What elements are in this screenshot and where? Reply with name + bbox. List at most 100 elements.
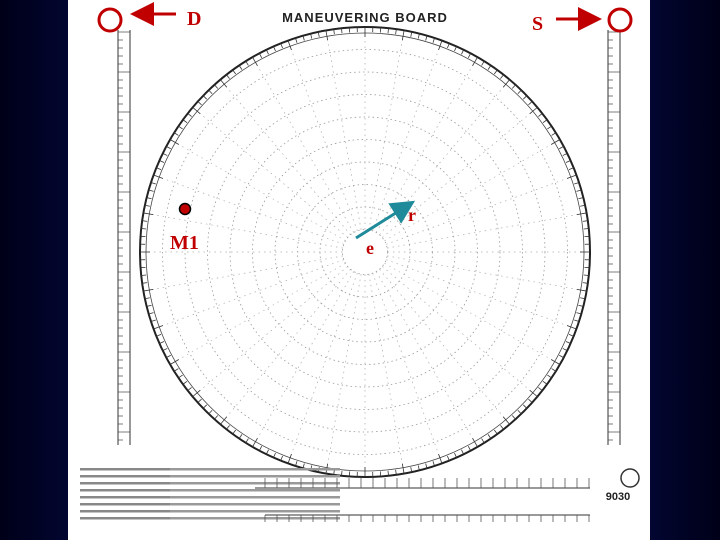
degree-tick — [287, 40, 292, 51]
degree-tick — [522, 95, 528, 100]
degree-tick — [417, 465, 420, 471]
degree-tick — [542, 380, 548, 385]
degree-tick — [208, 409, 213, 415]
degree-tick — [461, 449, 464, 455]
degree-tick — [202, 95, 208, 100]
degree-tick — [432, 461, 435, 467]
degree-tick — [583, 274, 589, 276]
degree-tick — [166, 354, 171, 358]
range-ring — [207, 94, 523, 410]
degree-tick — [550, 359, 561, 365]
note-line — [170, 503, 340, 506]
degree-tick — [559, 146, 564, 150]
note-line — [170, 489, 340, 492]
degree-tick — [150, 319, 156, 322]
degree-tick — [387, 470, 389, 476]
degree-tick — [576, 288, 587, 292]
note-line — [80, 468, 250, 471]
degree-tick — [214, 84, 219, 89]
degree-tick — [159, 341, 165, 344]
degree-tick — [576, 212, 587, 216]
degree-tick — [395, 29, 397, 35]
degree-tick — [187, 113, 192, 117]
polar-grid — [139, 26, 591, 478]
degree-tick — [166, 146, 171, 150]
degree-tick — [173, 368, 179, 372]
degree-tick — [487, 434, 492, 439]
degree-tick — [522, 404, 528, 409]
footer-notes — [80, 468, 590, 522]
degree-tick — [500, 74, 504, 79]
degree-tick — [481, 60, 485, 66]
degree-tick — [143, 212, 154, 216]
board-sheet — [68, 0, 650, 540]
degree-tick — [568, 167, 574, 170]
degree-tick — [141, 274, 147, 276]
label-s: S — [532, 13, 543, 35]
degree-tick — [447, 43, 450, 49]
degree-tick — [401, 30, 405, 41]
note-line — [170, 496, 340, 499]
degree-tick — [273, 46, 276, 52]
degree-tick — [144, 297, 150, 300]
note-line — [170, 475, 340, 478]
degree-tick — [528, 398, 533, 403]
degree-tick — [454, 46, 457, 52]
degree-tick — [438, 453, 443, 464]
note-line — [80, 482, 250, 485]
degree-tick — [178, 374, 183, 379]
degree-tick — [551, 132, 557, 136]
degree-tick — [173, 132, 179, 136]
degree-tick — [333, 469, 335, 475]
degree-tick — [317, 31, 320, 37]
seal — [620, 468, 640, 488]
degree-tick — [202, 404, 208, 409]
degree-tick — [529, 107, 538, 115]
degree-tick — [487, 65, 492, 70]
degree-tick — [146, 304, 152, 307]
degree-tick — [159, 160, 165, 163]
degree-tick — [502, 416, 510, 425]
degree-tick — [517, 409, 522, 415]
degree-tick — [259, 446, 263, 451]
label-r: r — [408, 205, 416, 225]
degree-tick — [226, 425, 230, 430]
degree-tick — [425, 35, 428, 41]
degree-tick — [550, 139, 561, 145]
degree-tick — [576, 312, 582, 315]
note-line — [80, 475, 250, 478]
range-ring — [229, 116, 501, 388]
degree-tick — [226, 74, 230, 79]
degree-tick — [162, 153, 168, 156]
degree-tick — [232, 429, 237, 435]
degree-tick — [562, 348, 568, 351]
degree-tick — [187, 387, 192, 391]
note-line — [80, 496, 250, 499]
degree-tick — [220, 79, 228, 88]
degree-tick — [169, 139, 180, 145]
degree-tick — [582, 220, 588, 222]
degree-tick — [245, 60, 249, 66]
degree-tick — [182, 380, 188, 385]
degree-tick — [574, 182, 580, 185]
degree-tick — [156, 167, 162, 170]
degree-tick — [146, 197, 152, 200]
degree-tick — [142, 282, 148, 284]
range-ring — [162, 49, 568, 455]
degree-tick — [395, 469, 397, 475]
marker-ring — [97, 7, 123, 33]
note-line — [80, 510, 250, 513]
degree-tick — [493, 429, 498, 435]
vector-er — [355, 200, 416, 240]
degree-tick — [273, 452, 276, 458]
degree-tick — [551, 368, 557, 372]
degree-tick — [148, 312, 154, 315]
degree-tick — [310, 33, 313, 39]
degree-tick — [528, 101, 533, 106]
label-d: D — [187, 8, 201, 30]
degree-tick — [454, 452, 457, 458]
degree-tick — [425, 463, 428, 469]
degree-tick — [387, 28, 389, 34]
degree-tick — [432, 37, 435, 43]
